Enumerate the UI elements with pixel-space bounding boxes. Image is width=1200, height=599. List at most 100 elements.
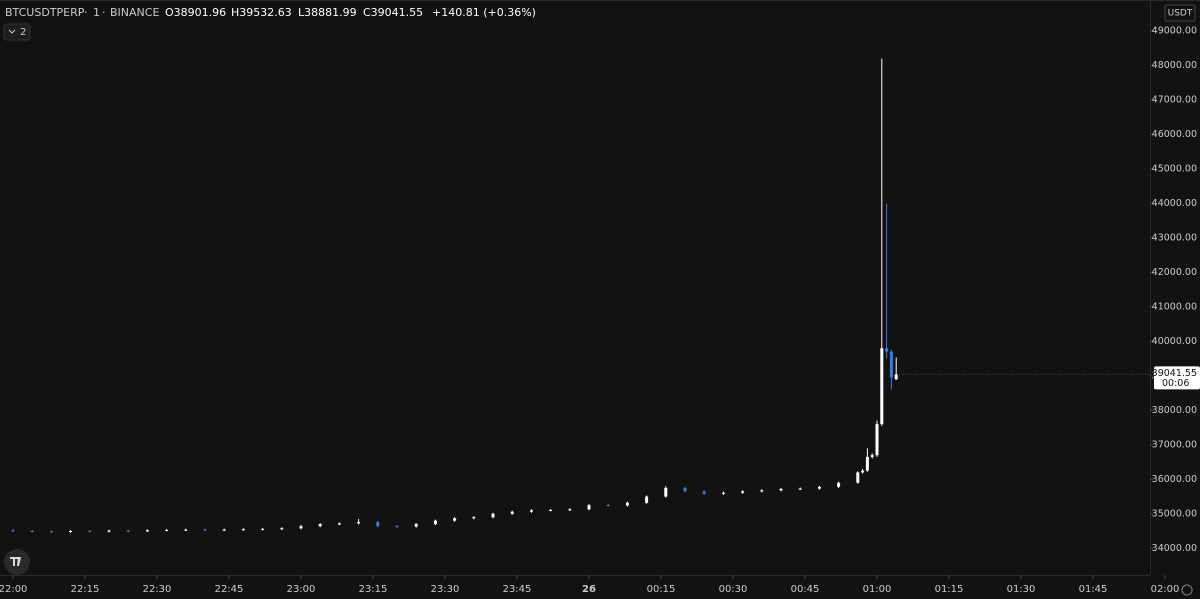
x-tick-label: 02:00 (1151, 584, 1180, 595)
settings-icon[interactable] (1181, 584, 1193, 596)
last-price-label: 39041.55 (1152, 368, 1197, 379)
candle-body (683, 487, 687, 492)
candle-body (889, 351, 893, 378)
candle-body (280, 528, 284, 530)
separator: · (84, 6, 88, 19)
candle-body (222, 529, 226, 531)
x-tick-label: 00:15 (647, 584, 676, 595)
y-tick-label: 48000.00 (1152, 60, 1197, 71)
candle-body (49, 531, 53, 533)
x-tick-label: 01:30 (1007, 584, 1036, 595)
y-tick-label: 44000.00 (1152, 198, 1197, 209)
y-tick-label: 45000.00 (1152, 163, 1197, 174)
legend-change: +140.81 (+0.36%) (432, 6, 536, 19)
x-tick-label: 01:00 (863, 584, 892, 595)
candle-body (721, 492, 725, 494)
y-tick-label: 47000.00 (1152, 95, 1197, 106)
currency-button[interactable] (1164, 4, 1196, 22)
candle-body (126, 530, 130, 532)
candle-body (318, 524, 322, 527)
currency: USDT (1168, 9, 1193, 19)
symbol[interactable]: BTCUSDTPERP (5, 6, 85, 19)
x-tick-label: 23:15 (359, 584, 388, 595)
candle-body (203, 529, 207, 531)
y-tick-label: 38000.00 (1152, 405, 1197, 416)
candle-body (885, 348, 889, 352)
logo-circle (4, 549, 30, 575)
interval[interactable]: 1 (93, 6, 100, 19)
candle-body (145, 530, 149, 532)
x-tick-label: 22:00 (0, 584, 27, 595)
candle-body (865, 456, 869, 471)
candle-body (165, 529, 169, 531)
candle-body (645, 496, 649, 503)
candle-body (184, 529, 188, 531)
candle-body (395, 526, 399, 528)
separator: · (102, 6, 106, 19)
candle-body (414, 524, 418, 527)
y-tick-label: 37000.00 (1152, 439, 1197, 450)
x-tick-label: 00:30 (719, 584, 748, 595)
x-tick-label: 23:30 (431, 584, 460, 595)
candle-body (453, 518, 457, 521)
legend-open: O38901.96 (165, 6, 226, 19)
exchange: BINANCE (110, 6, 159, 19)
candle-body (261, 528, 265, 530)
y-tick-label: 46000.00 (1152, 129, 1197, 140)
legend-close: C39041.55 (363, 6, 423, 19)
x-tick-label: 00:45 (791, 584, 820, 595)
candle-body (30, 531, 34, 533)
legend-high: H39532.63 (231, 6, 292, 19)
y-tick-label: 42000.00 (1152, 267, 1197, 278)
candle-body (568, 509, 572, 511)
candle-body (529, 510, 533, 512)
candle-body (472, 517, 476, 519)
last-price-tag (1154, 366, 1200, 390)
candle-body (88, 531, 92, 533)
candle-body (241, 529, 245, 531)
candle-body (861, 470, 865, 473)
y-tick-label: 41000.00 (1152, 301, 1197, 312)
y-tick-label: 43000.00 (1152, 232, 1197, 243)
candle-body (870, 455, 874, 457)
candle-body (11, 530, 15, 532)
candle-body (798, 488, 802, 490)
candle-body (664, 487, 668, 497)
candle-body (107, 530, 111, 532)
candle-body (779, 488, 783, 491)
y-tick-label: 35000.00 (1152, 508, 1197, 519)
candle-body (299, 526, 303, 529)
candle-body (587, 505, 591, 510)
y-tick-label: 34000.00 (1152, 543, 1197, 554)
x-tick-label: 23:00 (287, 584, 316, 595)
candle-body (760, 490, 764, 492)
candle-body (894, 374, 898, 380)
y-tick-label: 40000.00 (1152, 336, 1197, 347)
y-tick-label: 36000.00 (1152, 474, 1197, 485)
x-tick-label: 26 (582, 584, 596, 595)
indicators-toggle[interactable] (3, 23, 31, 41)
candle-body (875, 424, 879, 456)
tv-logo (4, 549, 30, 575)
x-tick-label: 23:45 (503, 584, 532, 595)
chevron-icon (8, 29, 16, 34)
candle-body (549, 509, 553, 511)
legend: BTCUSDTPERP · 1 · BINANCE O38901.96 H395… (3, 6, 536, 41)
candle-body (510, 511, 514, 514)
candle-body (856, 472, 860, 483)
candle-body (357, 522, 361, 524)
candle-body (69, 531, 73, 533)
candle-body (880, 348, 884, 425)
countdown: 00:06 (1162, 378, 1189, 389)
x-tick-label: 22:45 (215, 584, 244, 595)
candles (11, 58, 898, 533)
logo-mark (10, 557, 21, 566)
candle-body (817, 486, 821, 489)
candle-body (337, 523, 341, 525)
candle-body (491, 513, 495, 518)
x-tick-label: 22:15 (71, 584, 100, 595)
candle-body (837, 482, 841, 487)
